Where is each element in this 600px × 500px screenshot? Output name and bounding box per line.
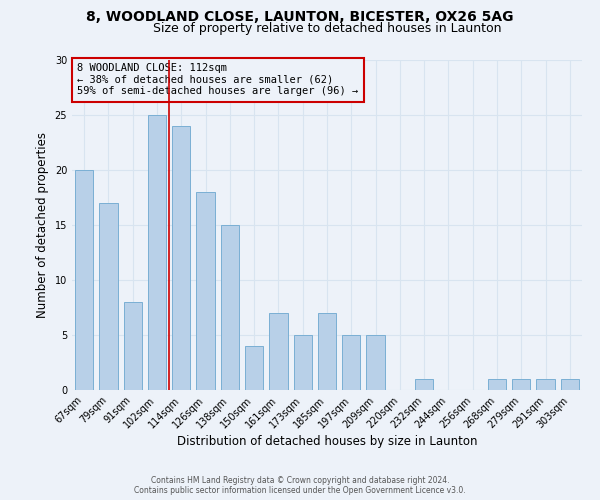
Bar (536, 379, 554, 390)
Bar (75, 170, 93, 390)
Text: 8, WOODLAND CLOSE, LAUNTON, BICESTER, OX26 5AG: 8, WOODLAND CLOSE, LAUNTON, BICESTER, OX… (86, 10, 514, 24)
Bar (342, 335, 361, 390)
Text: Contains HM Land Registry data © Crown copyright and database right 2024.
Contai: Contains HM Land Registry data © Crown c… (134, 476, 466, 495)
Bar (415, 379, 433, 390)
Bar (196, 192, 215, 390)
Bar (293, 335, 312, 390)
Bar (269, 313, 287, 390)
Bar (318, 313, 336, 390)
Bar (221, 225, 239, 390)
Bar (245, 346, 263, 390)
Bar (512, 379, 530, 390)
Bar (367, 335, 385, 390)
Y-axis label: Number of detached properties: Number of detached properties (36, 132, 49, 318)
Bar (148, 115, 166, 390)
Bar (124, 302, 142, 390)
Bar (172, 126, 190, 390)
X-axis label: Distribution of detached houses by size in Launton: Distribution of detached houses by size … (177, 436, 477, 448)
Bar (488, 379, 506, 390)
Bar (100, 203, 118, 390)
Text: 8 WOODLAND CLOSE: 112sqm
← 38% of detached houses are smaller (62)
59% of semi-d: 8 WOODLAND CLOSE: 112sqm ← 38% of detach… (77, 64, 358, 96)
Title: Size of property relative to detached houses in Launton: Size of property relative to detached ho… (153, 22, 501, 35)
Bar (561, 379, 579, 390)
